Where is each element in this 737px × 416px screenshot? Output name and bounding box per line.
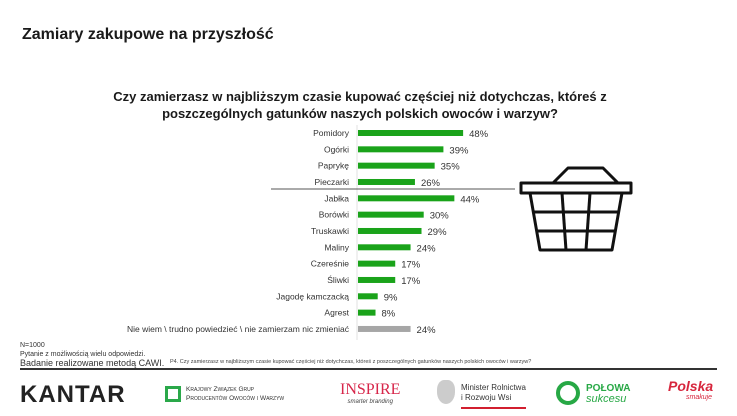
value-label: 39% bbox=[449, 145, 469, 156]
value-label: 29% bbox=[428, 227, 448, 238]
category-label: Paprykę bbox=[318, 161, 349, 171]
category-label: Pieczarki bbox=[315, 177, 350, 187]
method-note: Badanie realizowane metodą CAWI. bbox=[20, 358, 165, 368]
bar bbox=[358, 178, 415, 185]
category-label: Jagodę kamczacką bbox=[276, 291, 349, 301]
value-label: 48% bbox=[469, 129, 489, 140]
kzg-line2: Producentów Owoców i Warzyw bbox=[186, 395, 285, 402]
value-label: 17% bbox=[401, 276, 421, 287]
value-label: 44% bbox=[460, 194, 480, 205]
polowa-line2: sukcesu bbox=[586, 393, 627, 405]
value-label: 17% bbox=[401, 260, 421, 271]
category-label: Truskawki bbox=[311, 226, 349, 236]
kzg-logo-icon bbox=[165, 386, 181, 402]
polska-smakuje-logo: Polska smakuje bbox=[668, 378, 714, 403]
kzg-logo: Krajowy Związek Grup Producentów Owoców … bbox=[186, 385, 284, 403]
polowa-line1: POŁOWA bbox=[586, 383, 631, 394]
kzg-line1: Krajowy Związek Grup bbox=[186, 386, 255, 393]
value-label: 9% bbox=[384, 292, 398, 303]
category-label: Pomidory bbox=[313, 128, 350, 138]
value-label: 26% bbox=[421, 178, 441, 189]
category-label: Maliny bbox=[324, 242, 349, 252]
category-label: Agrest bbox=[324, 308, 349, 318]
bar bbox=[358, 325, 411, 332]
category-label: Ogórki bbox=[324, 144, 349, 154]
category-label: Śliwki bbox=[327, 274, 349, 285]
bar bbox=[358, 130, 464, 136]
polska-line2: smakuje bbox=[686, 394, 713, 401]
kantar-logo: KANTAR bbox=[20, 381, 126, 408]
value-label: 30% bbox=[430, 211, 450, 222]
inspire-sub: smarter branding bbox=[347, 399, 393, 405]
bar bbox=[358, 293, 378, 300]
polowa-logo: POŁOWA sukcesu bbox=[586, 383, 630, 405]
source-question: P4. Czy zamierzasz w najbliższym czasie … bbox=[170, 359, 532, 365]
footer-divider bbox=[20, 368, 717, 370]
notes: N=1000 Pytanie z możliwością wielu odpow… bbox=[20, 341, 164, 368]
multi-answer-note: Pytanie z możliwością wielu odpowiedzi. bbox=[20, 351, 146, 358]
bar bbox=[358, 227, 422, 234]
minister-line2: i Rozwoju Wsi bbox=[461, 393, 512, 402]
bar bbox=[358, 276, 396, 283]
sample-size: N=1000 bbox=[20, 342, 45, 349]
polowa-logo-icon bbox=[556, 381, 580, 405]
chart-question: Czy zamierzasz w najbliższym czasie kupo… bbox=[113, 89, 607, 121]
bar bbox=[358, 260, 396, 267]
value-label: 35% bbox=[441, 162, 461, 173]
bar bbox=[358, 309, 376, 316]
value-label: 24% bbox=[417, 243, 437, 254]
category-label: Czereśnie bbox=[311, 259, 350, 269]
polska-line1: Polska bbox=[668, 378, 714, 394]
inspire-logo: INSPIRE smarter branding bbox=[340, 381, 400, 405]
inspire-text: INSPIRE bbox=[340, 381, 401, 398]
value-label: 8% bbox=[382, 309, 396, 320]
bar bbox=[358, 244, 411, 251]
bar bbox=[358, 146, 444, 153]
category-label: Nie wiem \ trudno powiedzieć \ nie zamie… bbox=[127, 324, 350, 334]
bar bbox=[358, 195, 455, 202]
minister-logo: Minister Rolnictwa i Rozwoju Wsi bbox=[461, 383, 526, 409]
bar bbox=[358, 162, 435, 169]
page-title: Zamiary zakupowe na przyszłość bbox=[22, 26, 274, 43]
category-label: Borówki bbox=[319, 210, 349, 220]
minister-line1: Minister Rolnictwa bbox=[461, 383, 526, 392]
category-label: Jabłka bbox=[324, 193, 349, 203]
basket-icon bbox=[519, 166, 633, 252]
eagle-emblem-icon bbox=[437, 380, 455, 404]
bar bbox=[358, 211, 424, 218]
value-label: 24% bbox=[417, 325, 437, 336]
